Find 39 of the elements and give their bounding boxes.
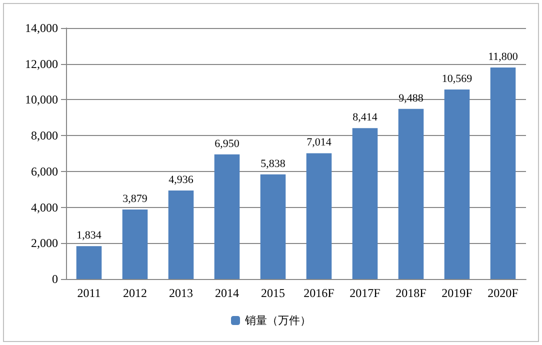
x-tick-label: 2011 — [77, 286, 101, 300]
x-tick-label: 2016F — [304, 286, 335, 300]
x-tick-label: 2017F — [350, 286, 381, 300]
bar — [76, 246, 102, 279]
data-label: 9,488 — [398, 92, 424, 104]
bar — [214, 154, 240, 279]
y-tick-label: 4,000 — [31, 200, 58, 214]
bar — [122, 209, 148, 279]
data-label: 11,800 — [488, 50, 518, 63]
x-tick-label: 2012 — [123, 286, 147, 300]
bar — [398, 108, 424, 279]
data-label: 6,950 — [214, 138, 240, 150]
bar — [168, 190, 194, 279]
x-tick-label: 2019F — [442, 286, 473, 300]
y-tick-label: 12,000 — [25, 56, 58, 71]
x-tick-label: 2020F — [488, 286, 519, 300]
bar — [260, 174, 286, 279]
x-tick-label: 2013 — [169, 286, 193, 300]
data-label: 10,569 — [442, 73, 473, 86]
data-label: 8,414 — [352, 112, 378, 124]
bar — [352, 128, 378, 279]
data-label: 4,936 — [168, 174, 194, 186]
x-tick-label: 2018F — [396, 286, 427, 300]
x-tick-label: 2015 — [261, 286, 285, 300]
x-tick-label: 2014 — [215, 286, 239, 300]
y-tick-label: 10,000 — [25, 92, 58, 107]
bar — [444, 90, 470, 279]
data-label: 5,838 — [260, 158, 286, 170]
legend-label: 销量（万件） — [244, 314, 311, 327]
y-tick-label: 0 — [52, 272, 58, 286]
y-tick-label: 2,000 — [31, 236, 58, 250]
y-tick-label: 14,000 — [25, 21, 58, 35]
data-label: 3,879 — [122, 192, 148, 205]
data-label: 1,834 — [76, 230, 102, 242]
y-tick-label: 6,000 — [31, 164, 58, 178]
data-label: 7,014 — [306, 136, 332, 149]
bar — [306, 153, 332, 279]
bar — [490, 67, 516, 279]
y-tick-label: 8,000 — [31, 128, 58, 143]
